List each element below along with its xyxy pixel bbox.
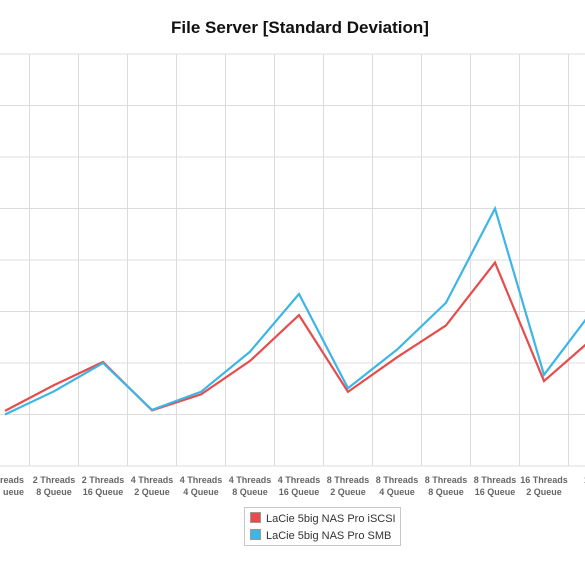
x-tick-label: 4 Queue bbox=[379, 487, 415, 497]
x-tick-label: 4 Threads bbox=[180, 475, 223, 485]
x-tick-label: 16 Threads bbox=[520, 475, 568, 485]
line-chart: Threads ueue 2 Threads 8 Queue 2 Threads 16 Q… bbox=[0, 53, 585, 497]
x-tick-label: 8 Queue bbox=[36, 487, 72, 497]
legend-label-smb: LaCie 5big NAS Pro SMB bbox=[266, 530, 392, 542]
legend-label-iscsi: LaCie 5big NAS Pro iSCSI bbox=[266, 513, 396, 525]
legend-swatch-iscsi bbox=[250, 512, 261, 523]
legend-item-iscsi[interactable]: LaCie 5big NAS Pro iSCSI bbox=[250, 511, 396, 527]
legend-swatch-smb bbox=[250, 529, 261, 540]
x-tick-label: 16 T bbox=[584, 475, 585, 485]
legend-item-smb[interactable]: LaCie 5big NAS Pro SMB bbox=[250, 528, 391, 544]
x-tick-label: 8 Queue bbox=[428, 487, 464, 497]
x-tick-labels: Threads ueue 2 Threads 8 Queue 2 Threads 16 Q… bbox=[0, 475, 585, 497]
x-tick-label: 2 Queue bbox=[330, 487, 366, 497]
series-line-0 bbox=[4, 260, 585, 412]
legend: LaCie 5big NAS Pro iSCSI LaCie 5big NAS … bbox=[244, 507, 401, 546]
grid-lines bbox=[0, 53, 585, 467]
x-tick-label: ueue bbox=[3, 487, 24, 497]
x-tick-label: 8 Threads bbox=[327, 475, 370, 485]
x-tick-label: 16 Queue bbox=[279, 487, 320, 497]
x-tick-label: 2 Threads bbox=[33, 475, 76, 485]
chart-title: File Server [Standard Deviation] bbox=[171, 18, 429, 37]
x-tick-label: 2 Queue bbox=[134, 487, 170, 497]
x-tick-label: 16 Queue bbox=[83, 487, 124, 497]
x-tick-label: 16 Queue bbox=[475, 487, 516, 497]
x-tick-label: Threads bbox=[0, 475, 24, 485]
series-layer bbox=[4, 205, 585, 416]
x-tick-label: 4 Queue bbox=[183, 487, 219, 497]
x-tick-label: 8 Threads bbox=[376, 475, 419, 485]
x-tick-label: 2 Threads bbox=[82, 475, 125, 485]
x-tick-label: 2 Queue bbox=[526, 487, 562, 497]
x-tick-label: 8 Threads bbox=[474, 475, 517, 485]
x-tick-label: 8 Threads bbox=[425, 475, 468, 485]
x-tick-label: 4 Threads bbox=[131, 475, 174, 485]
x-tick-label: 4 Threads bbox=[229, 475, 272, 485]
x-tick-label: 4 Threads bbox=[278, 475, 321, 485]
x-tick-label: 8 Queue bbox=[232, 487, 268, 497]
